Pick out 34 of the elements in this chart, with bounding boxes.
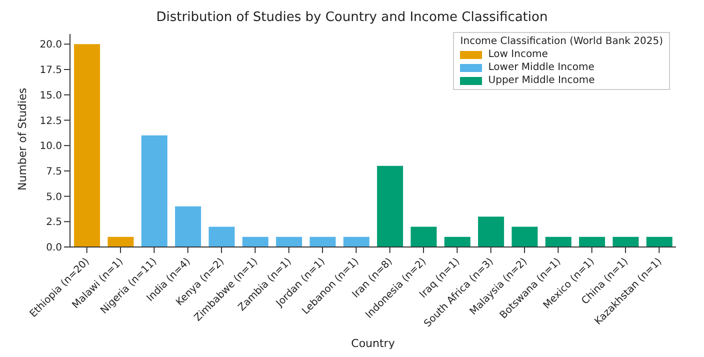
bar: [377, 166, 404, 247]
y-tick-label: 12.5: [40, 116, 62, 127]
bar: [512, 226, 538, 247]
bar: [141, 135, 168, 247]
y-tick-label: 2.5: [46, 217, 62, 228]
legend-label: Lower Middle Income: [488, 62, 594, 73]
bar: [478, 216, 504, 247]
bar: [444, 236, 470, 247]
bar: [108, 236, 134, 247]
bar: [545, 236, 572, 247]
bar: [175, 206, 202, 247]
y-tick-label: 10.0: [40, 141, 62, 152]
y-tick-label: 17.5: [40, 65, 62, 76]
legend-title: Income Classification (World Bank 2025): [460, 36, 663, 47]
bar: [242, 236, 268, 247]
bar: [646, 236, 672, 247]
bar: [579, 236, 606, 247]
bar: [612, 236, 639, 247]
legend-label: Low Income: [488, 49, 548, 60]
x-axis-title: Country: [351, 337, 396, 350]
bar: [343, 236, 370, 247]
y-tick-label: 7.5: [46, 166, 62, 178]
bar: [410, 226, 437, 247]
bar: [276, 236, 302, 247]
y-tick-label: 15.0: [40, 90, 62, 102]
bar: [208, 226, 235, 247]
y-axis-title: Number of Studies: [16, 88, 29, 190]
bar: [74, 44, 100, 247]
y-tick-label: 20.0: [40, 40, 62, 51]
bar: [310, 236, 336, 247]
y-tick-label: 5.0: [46, 192, 62, 203]
y-tick-label: 0.0: [46, 242, 62, 254]
chart-title: Distribution of Studies by Country and Income Classification: [155, 10, 549, 25]
legend-label: Upper Middle Income: [488, 75, 595, 86]
